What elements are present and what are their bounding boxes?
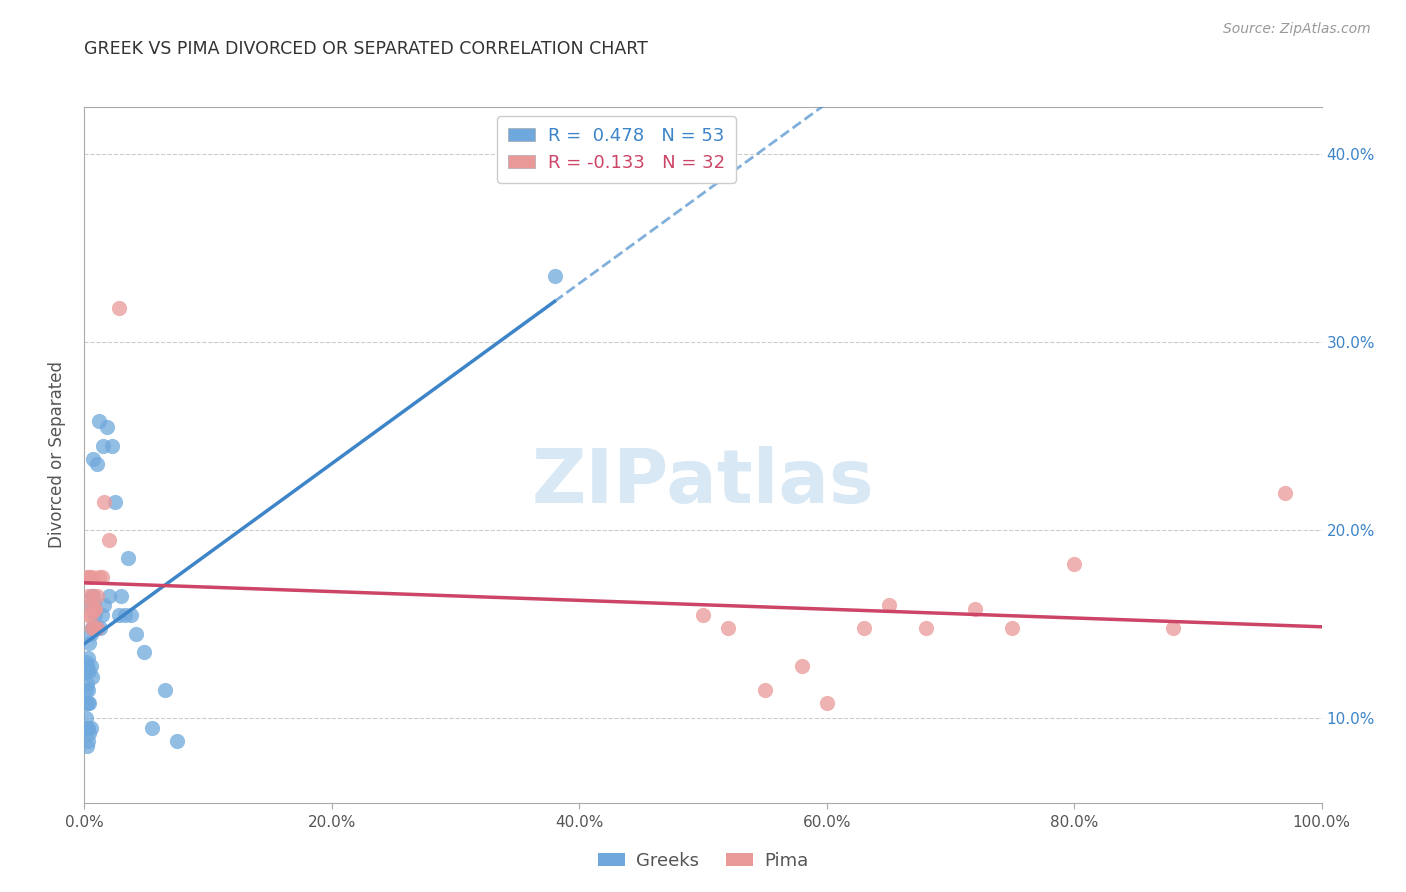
Point	[82, 589, 104, 603]
Point	[83, 602, 105, 616]
Point	[79, 726, 101, 740]
Point	[79, 626, 101, 640]
Point	[84, 602, 107, 616]
Point	[84, 607, 107, 622]
Point	[153, 683, 176, 698]
Point	[543, 269, 565, 284]
Point	[83, 599, 105, 613]
Point	[83, 621, 105, 635]
Point	[75, 683, 97, 698]
Point	[76, 677, 98, 691]
Point	[75, 664, 97, 678]
Text: Source: ZipAtlas.com: Source: ZipAtlas.com	[1223, 22, 1371, 37]
Point	[80, 670, 103, 684]
Point	[76, 658, 98, 673]
Text: ZIPatlas: ZIPatlas	[531, 446, 875, 519]
Point	[98, 533, 121, 547]
Point	[82, 621, 104, 635]
Point	[117, 551, 139, 566]
Text: GREEK VS PIMA DIVORCED OR SEPARATED CORRELATION CHART: GREEK VS PIMA DIVORCED OR SEPARATED CORR…	[84, 40, 648, 58]
Point	[98, 589, 121, 603]
Point	[86, 621, 108, 635]
Point	[965, 602, 987, 616]
Point	[86, 458, 108, 472]
Point	[76, 721, 98, 735]
Point	[80, 621, 103, 635]
Point	[108, 301, 131, 316]
Point	[141, 721, 163, 735]
Point	[89, 570, 111, 584]
Point	[82, 451, 104, 466]
Point	[96, 419, 118, 434]
Point	[90, 607, 112, 622]
Point	[89, 414, 111, 428]
Point	[91, 438, 114, 452]
Point	[790, 658, 813, 673]
Point	[120, 607, 142, 622]
Point	[80, 570, 103, 584]
Point	[815, 696, 838, 710]
Point	[93, 495, 115, 509]
Point	[717, 621, 740, 635]
Point	[93, 599, 115, 613]
Y-axis label: Divorced or Separated: Divorced or Separated	[48, 361, 66, 549]
Point	[77, 651, 100, 665]
Point	[132, 645, 155, 659]
Point	[77, 607, 100, 622]
Point	[1001, 621, 1024, 635]
Point	[75, 655, 97, 669]
Point	[77, 589, 100, 603]
Point	[166, 733, 188, 747]
Point	[76, 739, 98, 754]
Point	[77, 721, 100, 735]
Point	[77, 696, 100, 710]
Point	[77, 683, 100, 698]
Point	[89, 621, 111, 635]
Point	[877, 599, 900, 613]
Point	[79, 599, 101, 613]
Point	[82, 589, 104, 603]
Point	[86, 589, 108, 603]
Point	[79, 636, 101, 650]
Point	[80, 621, 103, 635]
Point	[75, 711, 97, 725]
Point	[125, 626, 148, 640]
Point	[86, 621, 108, 635]
Legend: Greeks, Pima: Greeks, Pima	[591, 845, 815, 877]
Point	[90, 570, 112, 584]
Point	[104, 495, 127, 509]
Point	[914, 621, 936, 635]
Point	[79, 599, 101, 613]
Point	[108, 607, 131, 622]
Point	[79, 570, 101, 584]
Point	[79, 607, 101, 622]
Point	[76, 696, 98, 710]
Point	[77, 733, 100, 747]
Point	[83, 621, 105, 635]
Point	[76, 570, 98, 584]
Point	[754, 683, 776, 698]
Point	[79, 664, 101, 678]
Point	[100, 438, 122, 452]
Point	[1161, 621, 1184, 635]
Point	[692, 607, 714, 622]
Point	[80, 589, 103, 603]
Point	[79, 696, 101, 710]
Point	[79, 721, 101, 735]
Point	[110, 589, 132, 603]
Point	[114, 607, 136, 622]
Point	[1274, 485, 1296, 500]
Point	[79, 658, 101, 673]
Point	[1063, 557, 1085, 571]
Point	[852, 621, 875, 635]
